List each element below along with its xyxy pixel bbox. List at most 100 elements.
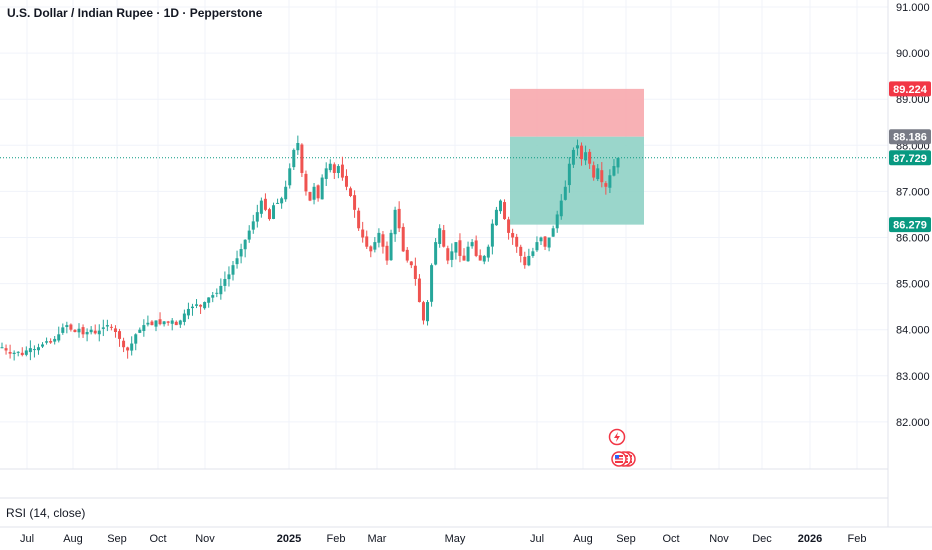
candle-body xyxy=(300,144,304,173)
time-tick-label: Jul xyxy=(20,533,34,545)
candle-body xyxy=(308,192,312,201)
candle-body xyxy=(134,334,138,344)
candle-body xyxy=(101,327,105,329)
candle-body xyxy=(219,285,223,295)
candle-body xyxy=(251,221,255,230)
candle xyxy=(118,328,122,347)
candle-body xyxy=(138,329,142,333)
candle xyxy=(377,228,381,248)
candle-body xyxy=(223,278,227,286)
candle xyxy=(328,159,332,173)
candle-body xyxy=(288,168,292,186)
candle xyxy=(320,174,324,200)
candle-body xyxy=(53,338,57,342)
price-tick-label: 91.000 xyxy=(896,2,930,14)
candle-body xyxy=(405,249,409,261)
candle xyxy=(170,318,174,331)
time-tick-label: Dec xyxy=(752,533,772,545)
candle xyxy=(353,190,357,218)
candle-body xyxy=(316,185,320,199)
candle-body xyxy=(243,239,247,250)
candle-body xyxy=(126,347,130,351)
candle xyxy=(397,201,401,233)
candle xyxy=(28,340,32,361)
candle-body xyxy=(296,142,300,151)
candle-body xyxy=(478,255,482,261)
candle-body xyxy=(608,175,612,188)
symbol-title[interactable]: U.S. Dollar / Indian Rupee · 1D · Pepper… xyxy=(7,6,263,20)
candle-body xyxy=(377,232,381,243)
candle-body xyxy=(166,321,170,323)
candle xyxy=(73,329,77,333)
candle xyxy=(45,337,49,345)
time-tick-label: 2025 xyxy=(277,533,301,545)
price-tick-label: 87.000 xyxy=(896,186,930,198)
price-tick-label: 82.000 xyxy=(896,417,930,429)
candle xyxy=(344,169,348,191)
candle-body xyxy=(604,183,608,187)
candle xyxy=(105,319,109,332)
candle-body xyxy=(267,209,271,220)
candle-body xyxy=(69,324,73,330)
candle-body xyxy=(239,249,243,257)
candle-body xyxy=(8,351,12,354)
candle xyxy=(4,344,8,355)
candle-body xyxy=(215,292,219,294)
candle xyxy=(255,204,259,228)
chart-grid xyxy=(0,0,888,469)
time-tick-label: Aug xyxy=(63,533,83,545)
candle-body xyxy=(446,248,450,261)
candle-body xyxy=(357,210,361,229)
candle xyxy=(580,142,584,166)
candle-body xyxy=(263,198,267,210)
candle xyxy=(219,278,223,300)
candle-body xyxy=(182,313,186,322)
candle-body xyxy=(41,344,45,347)
candle xyxy=(430,263,434,307)
candle-body xyxy=(340,164,344,178)
candle-body xyxy=(551,228,555,237)
candle xyxy=(381,231,385,254)
candle xyxy=(373,237,377,253)
candle-body xyxy=(401,226,405,252)
current-price-tag-label: 87.729 xyxy=(893,153,927,165)
candle-body xyxy=(0,347,4,349)
entry-price-tag: 88.186 xyxy=(889,129,931,145)
candle-body xyxy=(199,304,203,307)
candle xyxy=(231,261,235,281)
candle xyxy=(69,323,73,332)
candle xyxy=(519,244,523,263)
candle-body xyxy=(89,329,93,333)
candle-body xyxy=(292,149,296,168)
candle-body xyxy=(373,242,377,250)
time-tick-label: Mar xyxy=(368,533,387,545)
candle xyxy=(12,350,16,361)
candle xyxy=(142,319,146,337)
candle xyxy=(531,247,535,258)
candle xyxy=(20,347,24,357)
candle-body xyxy=(174,321,178,326)
candle-body xyxy=(584,152,588,161)
candle xyxy=(304,170,308,196)
candle xyxy=(126,346,130,359)
candle-body xyxy=(77,328,81,333)
candle xyxy=(551,225,555,237)
candle xyxy=(97,324,101,342)
candle-body xyxy=(20,352,24,356)
rsi-indicator-label[interactable]: RSI (14, close) xyxy=(6,506,86,520)
time-tick-label: Oct xyxy=(149,533,166,545)
candle xyxy=(458,233,462,263)
candle xyxy=(369,245,373,258)
candle xyxy=(122,337,126,353)
candle-body xyxy=(563,186,567,200)
candle xyxy=(150,320,154,326)
candle-body xyxy=(515,236,519,247)
candle xyxy=(296,135,300,155)
candle-body xyxy=(381,234,385,247)
candle xyxy=(154,320,158,332)
candle-body xyxy=(150,321,154,326)
candle-body xyxy=(190,306,194,309)
candle xyxy=(612,159,616,177)
candle-body xyxy=(61,327,65,333)
